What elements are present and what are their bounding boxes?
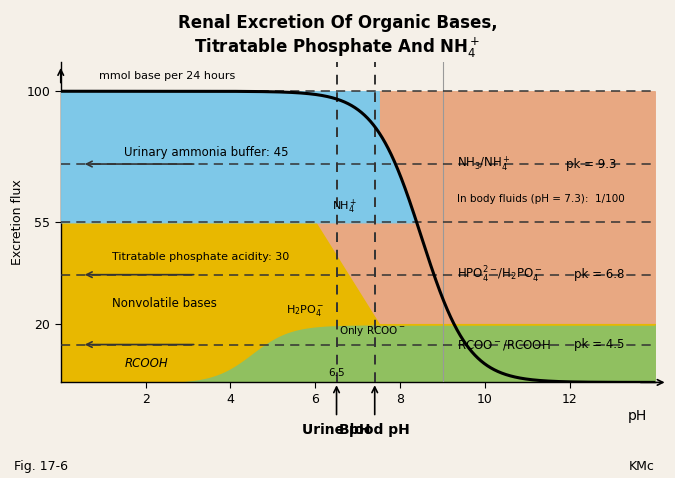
Text: KMc: KMc [629,460,655,473]
Text: pH: pH [628,409,647,423]
Text: Fig. 17-6: Fig. 17-6 [14,460,68,473]
Text: Renal Excretion Of Organic Bases,: Renal Excretion Of Organic Bases, [178,14,497,33]
Text: 6.5: 6.5 [328,368,345,378]
Text: pk = 6.8: pk = 6.8 [574,268,624,281]
Text: Only RCOO$^-$: Only RCOO$^-$ [339,325,405,338]
Text: In body fluids (pH = 7.3):  1/100: In body fluids (pH = 7.3): 1/100 [458,194,625,204]
Text: Titratable Phosphate And NH$_4^+$: Titratable Phosphate And NH$_4^+$ [194,36,481,60]
Text: NH$_3$/NH$_4^+$: NH$_3$/NH$_4^+$ [458,155,512,174]
Text: NH$_4^+$: NH$_4^+$ [332,198,358,217]
Text: Titratable phosphate acidity: 30: Titratable phosphate acidity: 30 [111,252,289,262]
Text: RCOOH: RCOOH [124,357,168,370]
Text: Urinary ammonia buffer: 45: Urinary ammonia buffer: 45 [124,146,289,159]
Text: Urine pH: Urine pH [302,423,371,437]
Y-axis label: Excretion flux: Excretion flux [11,179,24,265]
Text: Blood pH: Blood pH [340,423,410,437]
Text: H$_2$PO$_4^-$: H$_2$PO$_4^-$ [286,304,324,318]
Text: mmol base per 24 hours: mmol base per 24 hours [99,71,235,81]
Text: pk = 4.5: pk = 4.5 [574,338,624,351]
Text: HPO$_4^{2-}$/H$_2$PO$_4^-$: HPO$_4^{2-}$/H$_2$PO$_4^-$ [458,265,543,285]
Text: pk = 9.3: pk = 9.3 [566,158,616,171]
Text: RCOO$^-$/RCOOH: RCOO$^-$/RCOOH [458,337,551,351]
Text: Nonvolatile bases: Nonvolatile bases [111,297,217,310]
